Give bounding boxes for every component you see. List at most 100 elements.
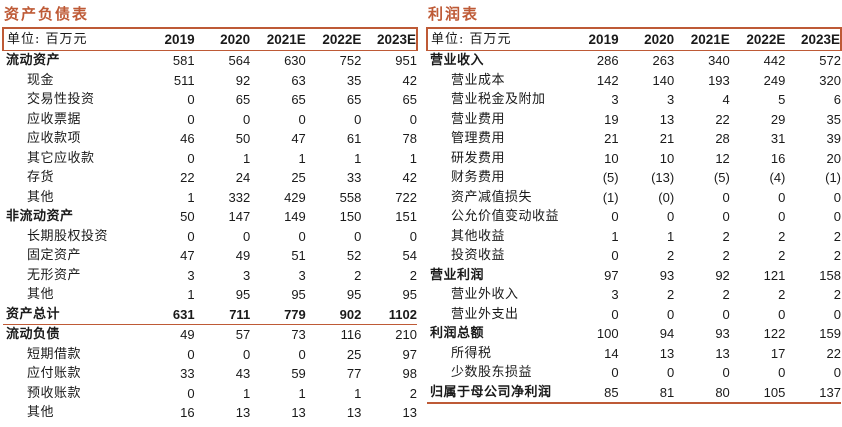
cell-value: 0: [242, 228, 251, 244]
row-label: 无形资产: [27, 267, 82, 283]
cell-value: 29: [770, 111, 786, 127]
cell-value: 122: [763, 326, 786, 341]
cell-value: 46: [180, 131, 195, 146]
cell-value: 558: [339, 189, 362, 205]
cell-value: 340: [708, 53, 730, 68]
cell-value: (5): [713, 170, 730, 185]
year-column-header: 2022E: [746, 32, 786, 47]
cell-value: 25: [291, 170, 306, 185]
cell-value: 35: [346, 72, 362, 88]
cell-value: (13): [651, 170, 675, 185]
income-statement-title: 利润表: [428, 5, 480, 23]
cell-value: 2: [666, 248, 675, 263]
row-label: 非流动资产: [6, 209, 74, 224]
cell-value: 92: [715, 267, 730, 283]
cell-value: (1): [602, 189, 619, 205]
cell-value: 57: [235, 327, 251, 342]
cell-value: 2: [722, 287, 730, 302]
cell-value: 0: [833, 306, 841, 322]
cell-value: 0: [778, 306, 786, 322]
row-label: 归属于母公司净利润: [430, 384, 552, 400]
cell-value: 142: [596, 72, 619, 88]
cell-value: 78: [402, 131, 417, 146]
row-label: 公允价值变动收益: [451, 209, 560, 224]
row-label: 利润总额: [430, 326, 485, 341]
cell-value: 97: [402, 346, 417, 362]
table-row: 短期借款 0 0 0 25 97: [3, 345, 417, 365]
row-label: 营业外支出: [451, 306, 519, 322]
year-column-header: 2022E: [322, 32, 362, 47]
row-label: 短期借款: [27, 346, 82, 362]
cell-value: 3: [611, 92, 619, 107]
table-row: 少数股东损益 0 0 0 0 0: [427, 363, 841, 383]
table-row: 现金 511 92 63 35 42: [3, 71, 417, 91]
cell-value: 42: [402, 170, 417, 185]
cell-value: 150: [339, 209, 362, 224]
cell-value: 1: [354, 150, 362, 166]
cell-value: 1: [666, 228, 675, 244]
cell-value: 77: [346, 366, 362, 381]
table-row: 研发费用 10 10 12 16 20: [427, 149, 841, 169]
cell-value: 722: [395, 189, 417, 205]
table-row: 营业税金及附加 3 3 4 5 6: [427, 90, 841, 110]
table-row: 流动资产 581 564 630 752 951: [3, 51, 417, 71]
cell-value: 95: [235, 287, 251, 302]
table-row: 利润总额 100 94 93 122 159: [427, 324, 841, 344]
cell-value: 149: [284, 209, 306, 224]
cell-value: 12: [715, 150, 730, 166]
cell-value: 752: [339, 53, 362, 68]
cell-value: 47: [291, 131, 306, 146]
cell-value: 0: [833, 189, 841, 205]
cell-value: 51: [291, 248, 306, 263]
cell-value: 0: [354, 228, 362, 244]
cell-value: 35: [826, 111, 841, 127]
row-label: 应收票据: [27, 111, 82, 127]
row-label: 流动资产: [6, 53, 61, 68]
row-label: 营业收入: [430, 53, 485, 68]
balance-sheet-title: 资产负债表: [4, 5, 90, 23]
cell-value: (0): [658, 189, 675, 205]
cell-value: 1: [187, 189, 195, 205]
cell-value: 97: [604, 267, 619, 283]
year-column-header: 2023E: [376, 32, 416, 47]
year-column-header: 2019: [588, 32, 619, 47]
cell-value: 5: [778, 92, 786, 107]
cell-value: 2: [666, 287, 675, 302]
table-row: 财务费用 (5) (13) (5) (4) (1): [427, 168, 841, 188]
table-row: 存货 22 24 25 33 42: [3, 168, 417, 188]
row-label: 其它应收款: [27, 150, 95, 166]
row-label: 其他: [27, 405, 55, 420]
cell-value: 98: [402, 366, 417, 381]
row-label: 预收账款: [27, 385, 82, 401]
cell-value: 1: [409, 150, 417, 166]
row-label: 固定资产: [27, 248, 82, 263]
cell-value: 0: [354, 111, 362, 127]
cell-value: 2: [354, 267, 362, 283]
table-row: 投资收益 0 2 2 2 2: [427, 246, 841, 266]
row-label: 少数股东损益: [451, 365, 533, 380]
cell-value: 42: [402, 72, 417, 88]
cell-value: 210: [395, 327, 417, 342]
cell-value: 572: [819, 53, 841, 68]
row-label: 所得税: [451, 345, 492, 361]
cell-value: 61: [346, 131, 362, 146]
table-row: 其他 16 13 13 13 13: [3, 403, 417, 423]
balance-sheet-table: 单位: 百万元 2019 2020 2021E 2022E 2023E 流动资产 581 564…: [2, 27, 418, 423]
cell-value: 95: [346, 287, 362, 302]
cell-value: 0: [666, 365, 675, 380]
cell-value: 33: [346, 170, 362, 185]
cell-value: 2: [778, 228, 786, 244]
cell-value: 951: [395, 53, 417, 68]
cell-value: 14: [604, 345, 619, 361]
cell-value: 0: [722, 306, 730, 322]
unit-label: 单位: 百万元: [431, 32, 512, 47]
cell-value: 263: [652, 53, 675, 68]
table-row: 营业外收入 3 2 2 2 2: [427, 285, 841, 305]
table-row: 预收账款 0 1 1 1 2: [3, 384, 417, 404]
table-row: 长期股权投资 0 0 0 0 0: [3, 227, 417, 247]
cell-value: 0: [611, 365, 619, 380]
cell-value: 151: [395, 209, 417, 224]
cell-value: 2: [409, 385, 417, 401]
cell-value: 93: [715, 326, 730, 341]
cell-value: 65: [235, 92, 251, 107]
